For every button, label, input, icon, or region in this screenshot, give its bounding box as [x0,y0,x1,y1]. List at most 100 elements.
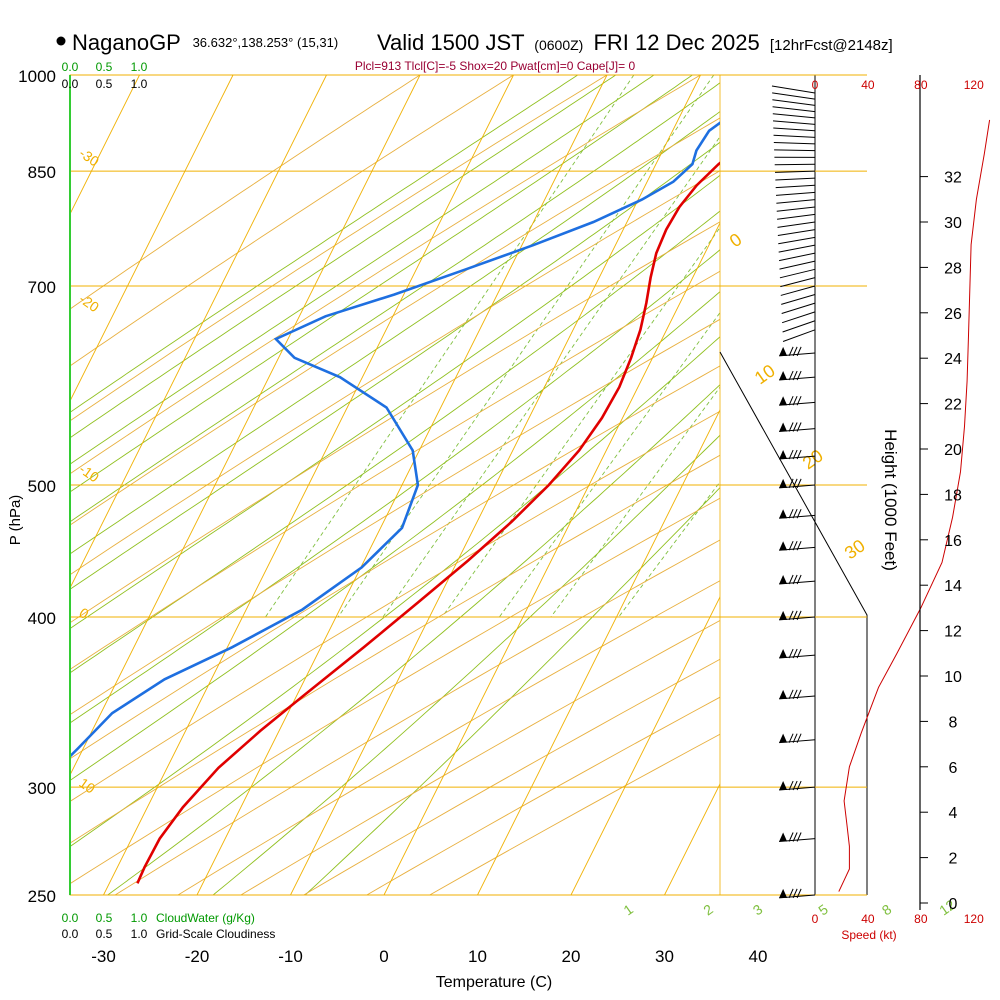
wind-barb [774,163,816,166]
wind-barb-feather [796,648,802,659]
wind-barb-feather [788,574,794,585]
mixing-ratio-line [550,386,720,618]
dry-adiabat-line [70,454,720,844]
dry-adiabat-line [428,733,720,895]
wind-barb-feather [796,610,802,621]
wind-barb [772,106,816,113]
height-tick-label: 8 [949,714,958,731]
speed-tick-label-top: 0 [812,78,819,92]
wind-barb-feather [788,610,794,621]
wind-barb-feather [796,370,802,381]
isotherm-line [70,75,140,216]
height-tick-label: 10 [944,669,962,686]
stability-indices: Plcl=913 Tlcl[C]=-5 Shox=20 Pwat[cm]=0 C… [355,59,636,73]
moist-adiabat-line [70,210,720,674]
wind-barb-flag [779,689,788,699]
pressure-axis-title: P (hPa) [7,495,24,546]
wind-barb-feather [788,370,794,381]
wind-barb-flag [779,575,788,585]
wind-barb-feather [792,574,798,585]
height-tick-label: 32 [944,170,962,187]
forecast-info: [12hrFcst@2148z] [770,37,893,54]
dry-adiabat-line [70,75,421,310]
wind-barb-feather [788,422,794,432]
utc-time: (0600Z) [534,37,583,53]
wind-barb-flag [779,396,788,406]
station-coords: 36.632°,138.253° (15,31) [193,35,339,50]
isotherm-label: 0 [726,229,746,251]
height-axis-title: Height (1000 Feet) [881,429,900,571]
temperature-tick-label: -30 [91,947,116,966]
wind-barb-flag [779,346,788,356]
moist-adiabat-line [106,384,720,895]
mixing-ratio-line [382,135,720,618]
isotherm-label: 10 [751,360,779,388]
cloudiness-tick-top: 0.0 [62,77,79,91]
cloudiness-tick-top: 1.0 [131,77,148,91]
dry-adiabat-line [114,539,720,895]
wind-barb [782,320,816,333]
wind-barb [778,236,816,245]
height-tick-label: 0 [949,896,958,913]
moist-adiabat-line [70,291,720,782]
cloudiness-tick-bottom: 1.0 [131,927,148,941]
wind-barb-feather [788,733,794,743]
wind-barb-feather [792,540,798,551]
valid-date: FRI 12 Dec 2025 [593,30,759,55]
wind-panel [720,74,991,899]
pressure-tick-label: 500 [28,477,56,496]
pressure-tick-label: 850 [28,163,56,182]
wind-barb-feather [792,888,798,899]
surface-dewpoint-marker [761,92,769,100]
wind-barb-feather [792,478,798,489]
isotherm-label: -20 [76,290,102,315]
moist-adiabat-line [70,82,720,523]
wind-barb-feather [796,888,802,899]
wind-barb-flag [779,649,788,659]
wind-barb [772,99,816,106]
wind-barb [773,127,816,132]
dry-adiabat-line [70,117,720,526]
moist-adiabat-line [70,141,720,590]
cloud-water-label: CloudWater (g/Kg) [156,911,255,925]
height-tick-label: 20 [944,442,962,459]
pressure-tick-label: 400 [28,609,56,628]
wind-barb-feather [792,346,798,357]
wind-barb [777,213,816,220]
height-tick-label: 24 [944,351,962,368]
wind-barb-flag [779,733,788,743]
wind-barb-feather [788,396,794,406]
dry-adiabat-line [70,75,608,422]
moist-adiabat-line [70,336,720,848]
valid-time: Valid 1500 JST [377,30,524,55]
isotherm-label: 20 [799,445,827,473]
speed-tick-label-top: 80 [914,78,928,92]
wind-barb-feather [792,832,798,842]
temperature-tick-label: 40 [749,947,768,966]
wind-barb [775,177,816,181]
wind-barb [781,294,816,305]
wind-barb [782,329,816,342]
wind-barb-feather [796,689,802,700]
wind-barb [771,85,816,94]
wind-barb-feather [792,449,798,460]
wind-barb [777,221,816,228]
wind-barb-flag [779,509,788,519]
isotherm-line [852,75,1000,895]
speed-tick-label-bottom: 0 [812,912,819,926]
speed-axis-title: Speed (kt) [841,928,896,942]
height-tick-label: 22 [944,397,962,414]
isotherm-label: -30 [76,145,102,170]
height-tick-label: 2 [949,851,958,868]
cloud-axis: 0.0 0.0 0.0 0.0 0.5 0.5 0.5 0.5 1.0 1.0 1.0 1.0 Clou… [62,60,276,941]
cloudiness-tick-top: 0.5 [96,77,113,91]
wind-barb [778,244,816,253]
dry-adiabat-line [70,410,720,802]
wind-barb-feather [796,346,802,357]
wind-barb-feather [796,780,802,791]
temperature-tick-label: 10 [468,947,487,966]
wind-barb [779,268,816,279]
pressure-axis: 250 300 400 500 700 850 1000 P (hPa) [7,67,71,906]
dry-adiabat-line [70,75,702,475]
